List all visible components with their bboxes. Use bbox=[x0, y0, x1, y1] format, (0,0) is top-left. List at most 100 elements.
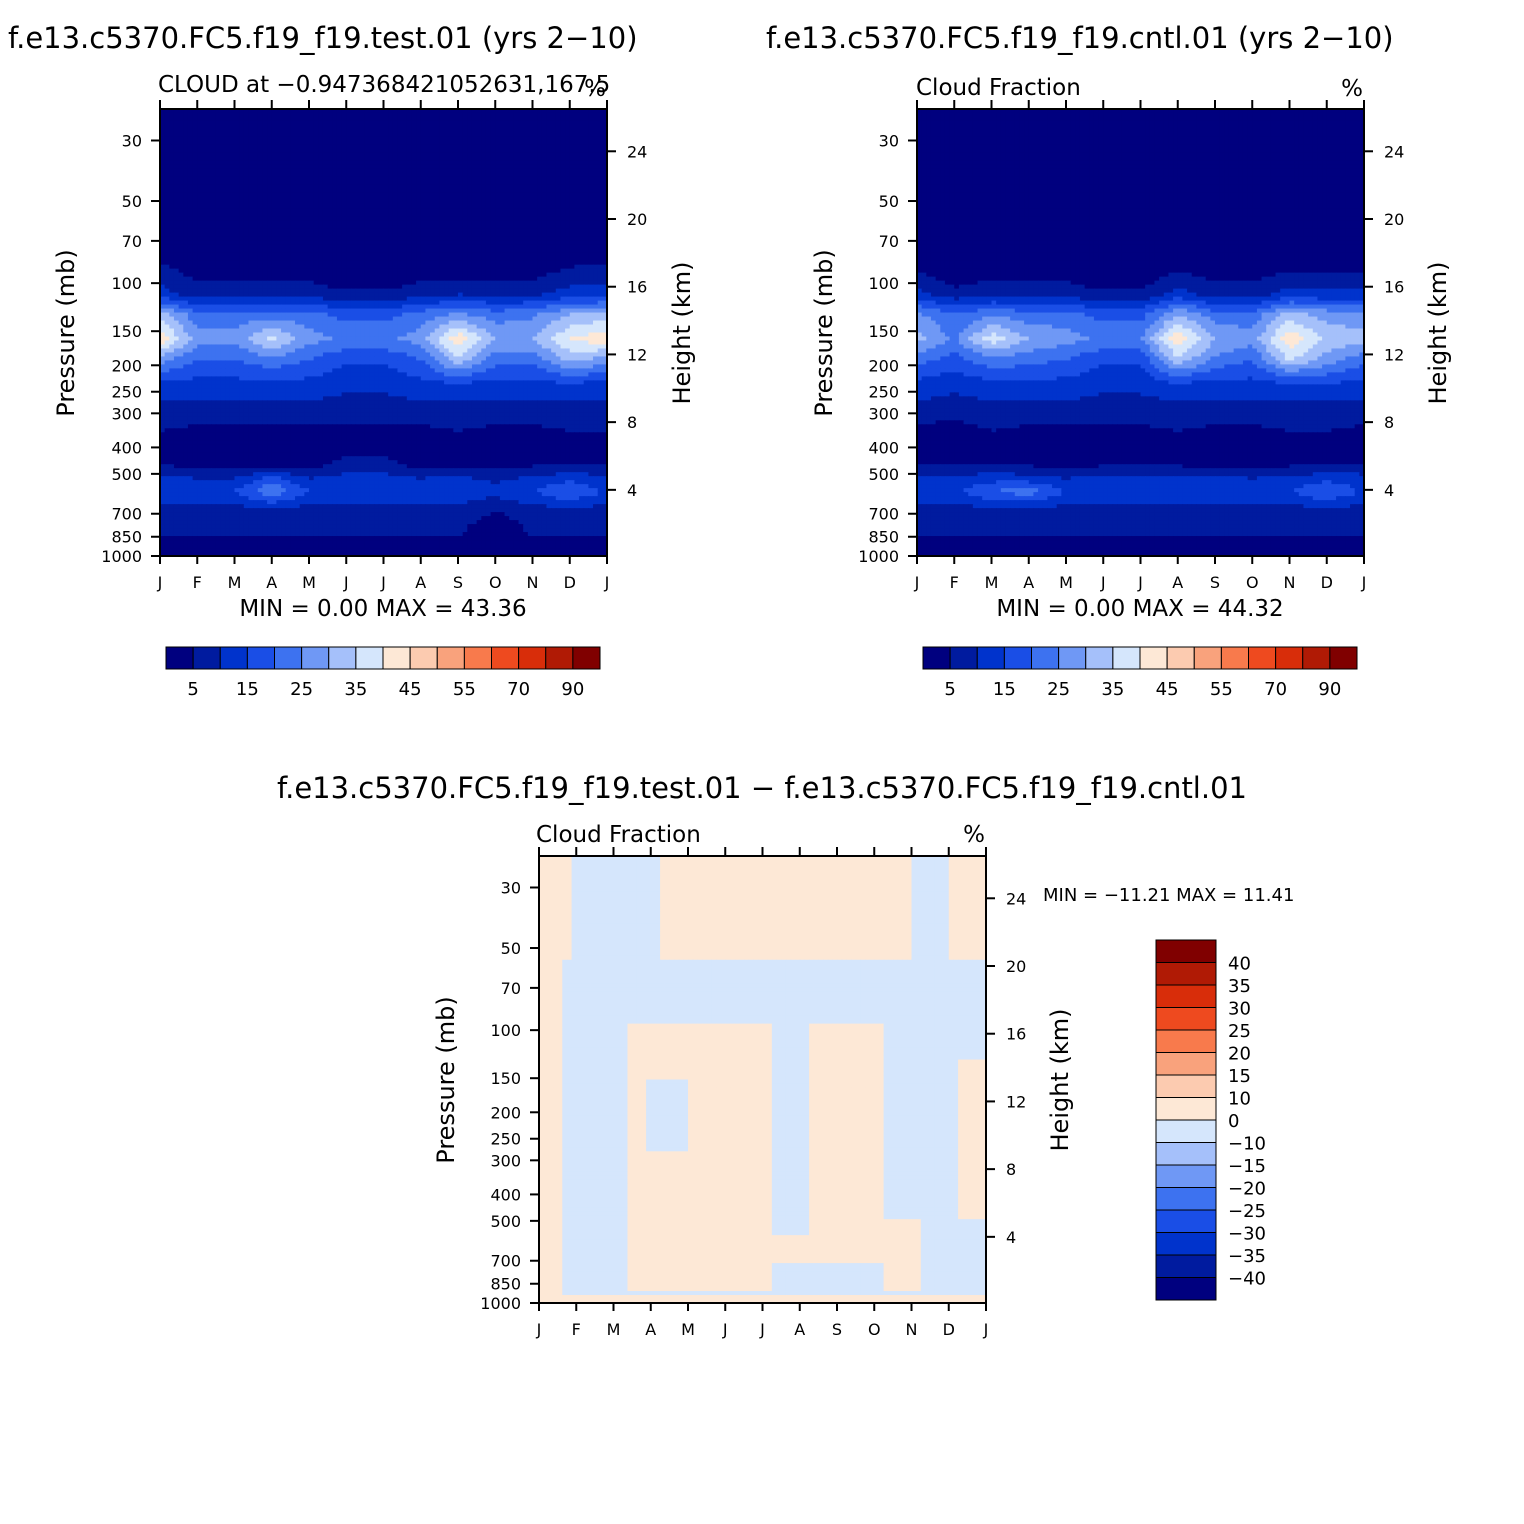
test-contour-cell bbox=[509, 129, 514, 134]
test-contour-cell bbox=[193, 129, 198, 134]
test-contour-cell bbox=[500, 137, 505, 142]
test-contour-cell bbox=[304, 153, 309, 158]
test-contour-cell bbox=[435, 133, 440, 138]
test-contour-cell bbox=[495, 149, 500, 154]
test-contour-cell bbox=[439, 113, 444, 118]
test-contour-cell bbox=[495, 133, 500, 138]
test-contour-cell bbox=[300, 113, 305, 118]
test-contour-cell bbox=[276, 137, 281, 142]
test-contour-cell bbox=[477, 133, 482, 138]
test-contour-cell bbox=[397, 113, 402, 118]
test-contour-cell bbox=[360, 145, 365, 150]
test-contour-cell bbox=[435, 113, 440, 118]
test-contour-cell bbox=[584, 121, 589, 126]
test-contour-cell bbox=[183, 117, 188, 122]
test-contour-cell bbox=[379, 129, 384, 134]
test-contour-cell bbox=[388, 121, 393, 126]
test-contour-cell bbox=[514, 113, 519, 118]
test-contour-cell bbox=[416, 149, 421, 154]
test-contour-cell bbox=[230, 157, 235, 162]
test-contour-cell bbox=[519, 145, 524, 150]
test-contour-cell bbox=[449, 133, 454, 138]
test-contour-cell bbox=[328, 113, 333, 118]
test-contour-cell bbox=[346, 113, 351, 118]
test-contour-cell bbox=[584, 145, 589, 150]
test-contour-cell bbox=[346, 121, 351, 126]
test-contour-cell bbox=[309, 149, 314, 154]
test-contour-cell bbox=[528, 133, 533, 138]
test-contour-cell bbox=[281, 137, 286, 142]
test-contour-cell bbox=[286, 157, 291, 162]
test-contour-cell bbox=[570, 133, 575, 138]
test-contour-cell bbox=[300, 125, 305, 130]
test-contour-cell bbox=[342, 145, 347, 150]
test-contour-cell bbox=[598, 121, 603, 126]
test-contour-cell bbox=[351, 121, 356, 126]
test-contour-cell bbox=[439, 121, 444, 126]
test-contour-cell bbox=[463, 153, 468, 158]
test-contour-cell bbox=[388, 133, 393, 138]
test-contour-cell bbox=[556, 117, 561, 122]
test-contour-cell bbox=[276, 141, 281, 146]
test-contour-cell bbox=[421, 153, 426, 158]
test-contour-cell bbox=[281, 145, 286, 150]
test-contour-cell bbox=[281, 129, 286, 134]
test-contour-cell bbox=[472, 129, 477, 134]
test-contour-cell bbox=[295, 141, 300, 146]
test-contour-cell bbox=[197, 121, 202, 126]
test-contour-cell bbox=[463, 145, 468, 150]
test-contour-cell bbox=[290, 157, 295, 162]
test-contour-cell bbox=[346, 149, 351, 154]
panel-test-title: f.e13.c5370.FC5.f19_f19.test.01 (yrs 2−1… bbox=[8, 21, 638, 55]
test-contour-cell bbox=[551, 137, 556, 142]
test-contour-cell bbox=[509, 141, 514, 146]
test-contour-cell bbox=[230, 133, 235, 138]
test-contour-cell bbox=[435, 145, 440, 150]
test-contour-cell bbox=[202, 153, 207, 158]
test-contour-cell bbox=[365, 157, 370, 162]
test-contour-cell bbox=[337, 133, 342, 138]
test-contour-cell bbox=[463, 149, 468, 154]
test-contour-cell bbox=[463, 141, 468, 146]
test-contour-cell bbox=[211, 153, 216, 158]
test-contour-cell bbox=[286, 121, 291, 126]
test-contour-cell bbox=[374, 157, 379, 162]
test-contour-cell bbox=[533, 137, 538, 142]
test-contour-cell bbox=[342, 133, 347, 138]
test-contour-cell bbox=[216, 133, 221, 138]
test-contour-cell bbox=[537, 153, 542, 158]
test-contour-cell bbox=[570, 141, 575, 146]
test-contour-cell bbox=[207, 141, 212, 146]
test-contour-cell bbox=[235, 137, 240, 142]
test-contour-cell bbox=[379, 157, 384, 162]
test-contour-cell bbox=[509, 121, 514, 126]
test-contour-cell bbox=[318, 121, 323, 126]
test-contour-cell bbox=[207, 133, 212, 138]
test-contour-cell bbox=[188, 125, 193, 130]
test-contour-cell bbox=[183, 125, 188, 130]
figure: f.e13.c5370.FC5.f19_f19.test.01 (yrs 2−1… bbox=[0, 0, 1524, 1524]
test-contour-cell bbox=[360, 129, 365, 134]
test-contour-cell bbox=[588, 145, 593, 150]
test-contour-cell bbox=[435, 157, 440, 162]
test-contour-cell bbox=[579, 125, 584, 130]
test-contour-cell bbox=[542, 137, 547, 142]
test-contour-cell bbox=[258, 141, 263, 146]
test-contour-cell bbox=[346, 117, 351, 122]
test-contour-cell bbox=[225, 113, 230, 118]
test-contour-cell bbox=[267, 125, 272, 130]
test-contour-cell bbox=[598, 153, 603, 158]
test-contour-cell bbox=[449, 145, 454, 150]
test-contour-cell bbox=[248, 113, 253, 118]
test-contour-cell bbox=[542, 125, 547, 130]
test-contour-cell bbox=[481, 149, 486, 154]
test-contour-cell bbox=[384, 125, 389, 130]
test-contour-cell bbox=[304, 117, 309, 122]
test-contour-cell bbox=[407, 117, 412, 122]
test-contour-cell bbox=[183, 129, 188, 134]
test-contour-cell bbox=[323, 117, 328, 122]
test-contour-cell bbox=[276, 129, 281, 134]
test-contour-cell bbox=[402, 137, 407, 142]
test-contour-cell bbox=[500, 133, 505, 138]
test-contour-cell bbox=[188, 157, 193, 162]
